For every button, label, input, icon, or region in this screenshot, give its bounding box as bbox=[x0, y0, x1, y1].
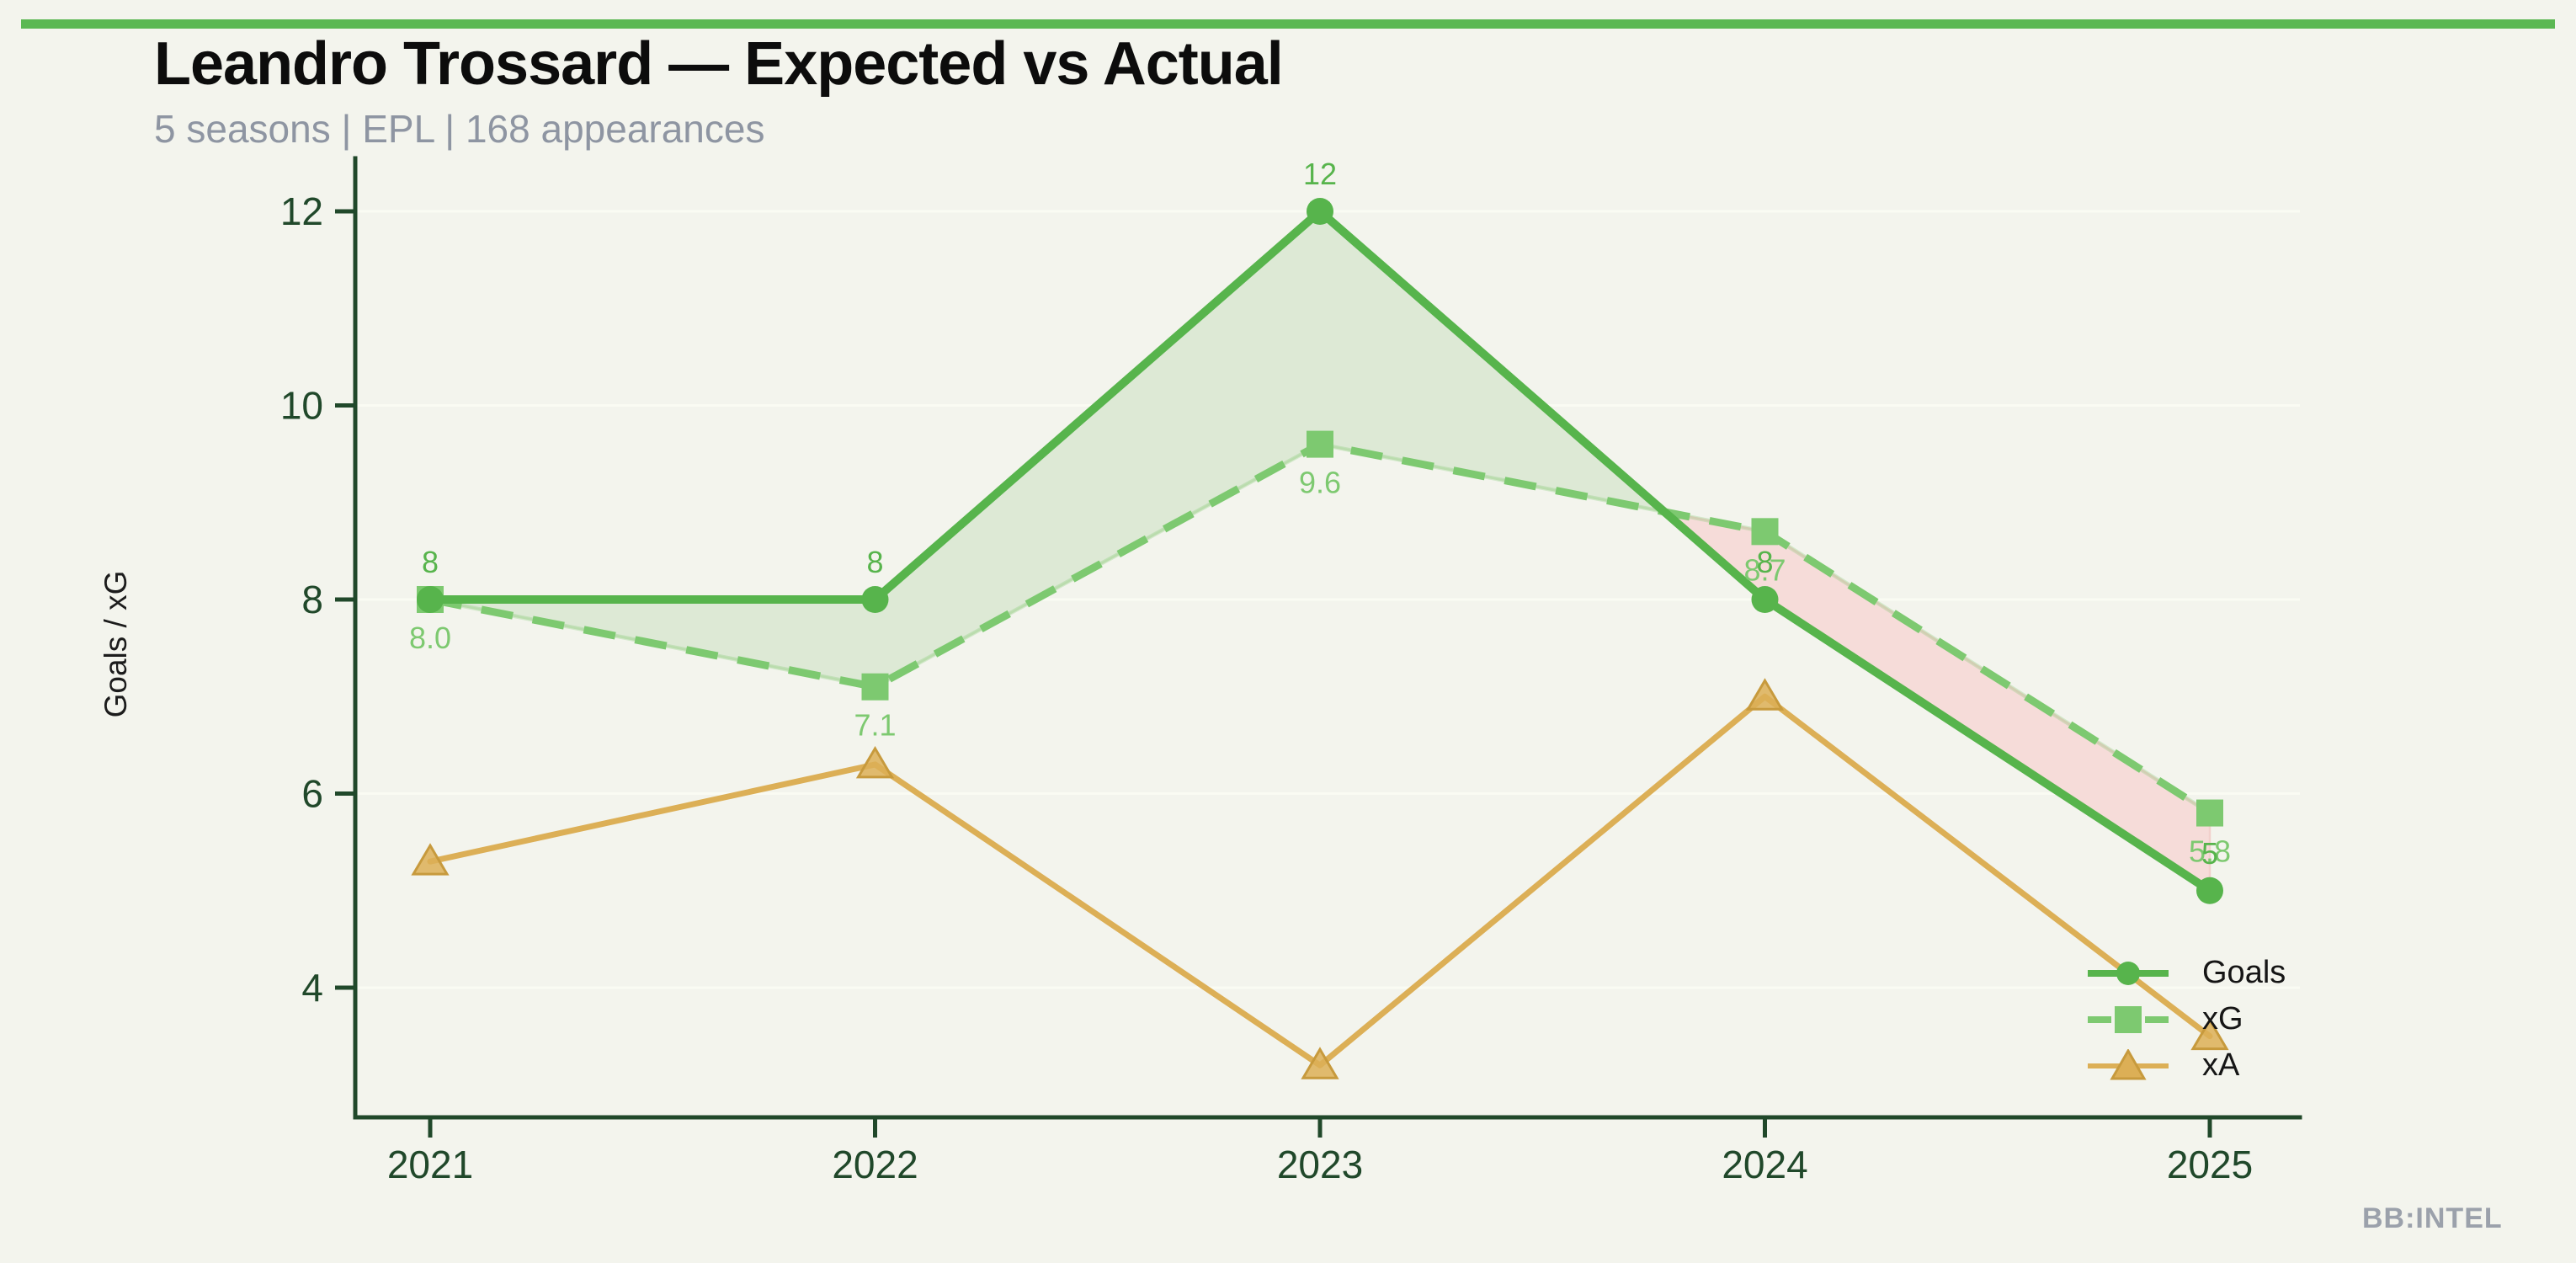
goals-xg-fill-regions bbox=[428, 210, 2211, 892]
xg-value-label: 9.6 bbox=[1299, 466, 1341, 500]
goals-series bbox=[417, 198, 2223, 904]
goals-marker-circle bbox=[2196, 877, 2223, 904]
header: Leandro Trossard — Expected vs Actual 5 … bbox=[154, 30, 1284, 152]
goals-value-label: 8 bbox=[1756, 545, 1773, 579]
y-tick-label: 6 bbox=[301, 772, 323, 816]
legend-row-xg: xG bbox=[2086, 996, 2286, 1042]
goals-value-label: 5 bbox=[2201, 836, 2218, 871]
value-labels: 8.0 7.1 9.6 8.7 5.8 8 8 12 8 5 bbox=[409, 157, 2231, 871]
goals-value-label: 12 bbox=[1303, 157, 1337, 191]
y-tick-label: 10 bbox=[280, 384, 323, 428]
page-title: Leandro Trossard — Expected vs Actual bbox=[154, 30, 1284, 98]
x-tick-label: 2022 bbox=[832, 1143, 918, 1186]
goals-marker-circle bbox=[1307, 198, 1333, 225]
legend-goals-swatch-icon bbox=[2088, 961, 2169, 985]
accent-bar bbox=[21, 19, 2555, 29]
page-subtitle: 5 seasons | EPL | 168 appearances bbox=[154, 107, 765, 151]
legend-label-xa: xA bbox=[2202, 1047, 2240, 1083]
xg-marker-square bbox=[1751, 518, 1779, 546]
xg-value-label: 7.1 bbox=[854, 708, 896, 743]
y-tick-label: 12 bbox=[280, 189, 323, 233]
axis-spines bbox=[353, 156, 2302, 1120]
xa-marker-triangle bbox=[2190, 1017, 2229, 1051]
legend-row-goals: Goals bbox=[2086, 950, 2286, 996]
xa-marker-triangle bbox=[1745, 678, 1785, 711]
x-tick-label: 2021 bbox=[387, 1143, 473, 1186]
xa-marker-triangle bbox=[411, 843, 450, 876]
y-axis-title: Goals / xG bbox=[98, 571, 133, 718]
xg-value-label: 8.0 bbox=[409, 621, 451, 655]
legend-label-xg: xG bbox=[2202, 1001, 2243, 1037]
xg-marker-square bbox=[2196, 799, 2223, 827]
axes: 4 6 8 10 12 2021 2022 2023 2024 2025 bbox=[280, 156, 2302, 1186]
y-tick-label: 8 bbox=[301, 578, 323, 621]
xg-value-label: 8.7 bbox=[1743, 552, 1786, 587]
y-tick-label: 4 bbox=[301, 966, 323, 1010]
legend-xa-swatch-icon bbox=[2088, 1048, 2169, 1079]
xa-marker-triangle bbox=[855, 745, 895, 779]
x-tick-label: 2023 bbox=[1277, 1143, 1363, 1186]
goals-marker-circle bbox=[417, 586, 444, 613]
xa-series bbox=[411, 678, 2229, 1079]
xg-value-label: 5.8 bbox=[2189, 834, 2231, 869]
goals-marker-circle bbox=[861, 586, 889, 613]
xa-line bbox=[427, 693, 2213, 1068]
goals-value-label: 8 bbox=[422, 545, 439, 579]
legend-row-xa: xA bbox=[2086, 1042, 2286, 1089]
legend-xg-swatch-icon bbox=[2088, 1005, 2169, 1033]
x-tick-label: 2025 bbox=[2167, 1143, 2253, 1186]
legend-label-goals: Goals bbox=[2202, 955, 2286, 990]
xg-marker-square bbox=[1307, 430, 1333, 458]
legend: Goals xG xA bbox=[2086, 950, 2286, 1089]
goals-marker-circle bbox=[1751, 586, 1779, 613]
xa-marker-triangle bbox=[1301, 1047, 1339, 1079]
watermark: BB:INTEL bbox=[2362, 1202, 2503, 1234]
goals-value-label: 8 bbox=[866, 545, 883, 579]
xg-marker-square bbox=[861, 673, 889, 701]
x-tick-label: 2024 bbox=[1722, 1143, 1807, 1186]
